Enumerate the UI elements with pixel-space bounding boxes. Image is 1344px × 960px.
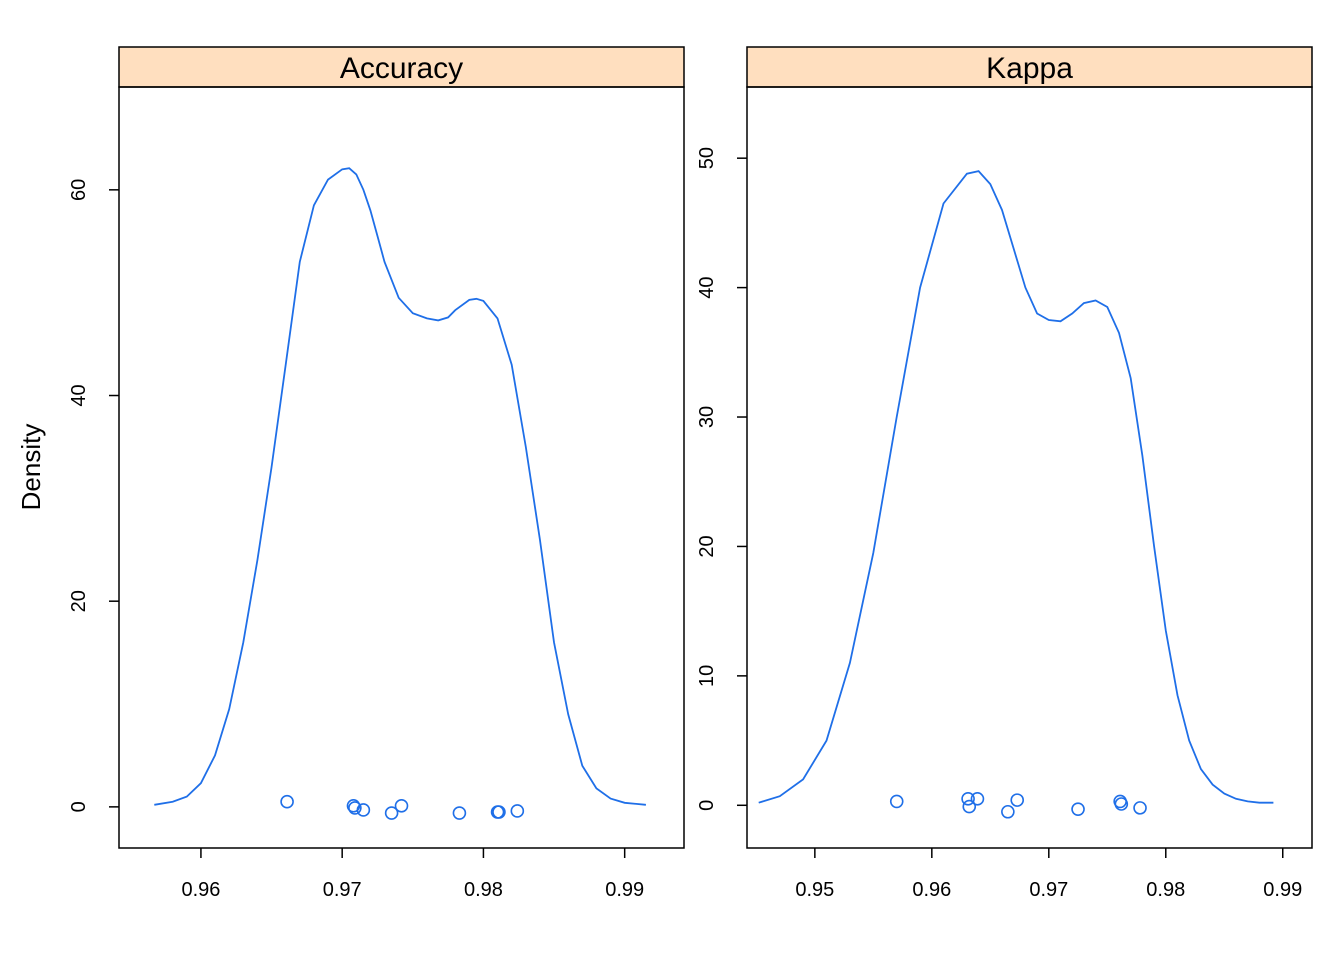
panel-2-y-tick-label: 50 (696, 147, 718, 169)
panel-2-x-tick-label: 0.96 (912, 879, 951, 901)
panel-2-data-point (970, 792, 985, 806)
panel-1-data-point (510, 804, 525, 818)
panel-1-title: Accuracy (340, 52, 463, 85)
panel-1-x-tick-label: 0.97 (323, 879, 362, 901)
panel-2-x-tick-label: 0.95 (795, 879, 834, 901)
panel-1-density-line (154, 167, 646, 806)
panel-2-data-point (962, 799, 977, 814)
panel-2-y-tick-label: 20 (696, 535, 718, 557)
panel-1-x-tick-label: 0.98 (464, 879, 503, 901)
panel-2-data-point (1071, 802, 1085, 816)
panel-1-data-point (280, 794, 294, 809)
panel-1-frame (118, 86, 685, 849)
panel-1-y-tick-label: 0 (68, 801, 90, 812)
panel-1-x-tick-label: 0.99 (605, 879, 644, 901)
panel-2-strip (746, 46, 1313, 88)
panel-2-x-tick-label: 0.99 (1263, 879, 1302, 901)
panel-1-data-point (394, 799, 409, 813)
panel-2-y-tick-label: 40 (696, 276, 718, 298)
panel-2-data-point (1001, 804, 1015, 819)
panel-1-data-point (384, 806, 399, 820)
panel-1-y-tick-label: 40 (68, 384, 90, 406)
panel-1-y-tick-label: 20 (68, 590, 90, 612)
panel-1-data-point (348, 801, 362, 815)
panel-2-frame (746, 86, 1313, 849)
panel-2-data-point (961, 792, 975, 806)
panel-1-strip (118, 46, 685, 88)
panel-2-y-tick-label: 30 (696, 406, 718, 428)
panel-2-title: Kappa (986, 52, 1073, 85)
panel-2-density-line (758, 170, 1274, 804)
panel-2-data-point (1133, 801, 1147, 815)
panel-1-y-tick-label: 60 (68, 179, 90, 201)
panel-1-data-point (452, 806, 467, 820)
panel-2-data-point (889, 794, 904, 809)
panel-2-x-tick-label: 0.97 (1029, 879, 1068, 901)
panel-1-x-tick-label: 0.96 (181, 879, 220, 901)
panel-1-data-point (356, 803, 371, 817)
panel-2-y-tick-label: 10 (696, 665, 718, 687)
panel-2-data-point (1010, 793, 1025, 807)
panel-1-data-point (492, 805, 506, 819)
panel-2-x-tick-label: 0.98 (1146, 879, 1185, 901)
panel-2-data-point (1114, 797, 1129, 811)
y-axis-label: Density (16, 424, 46, 511)
panel-2-y-tick-label: 0 (696, 800, 718, 811)
